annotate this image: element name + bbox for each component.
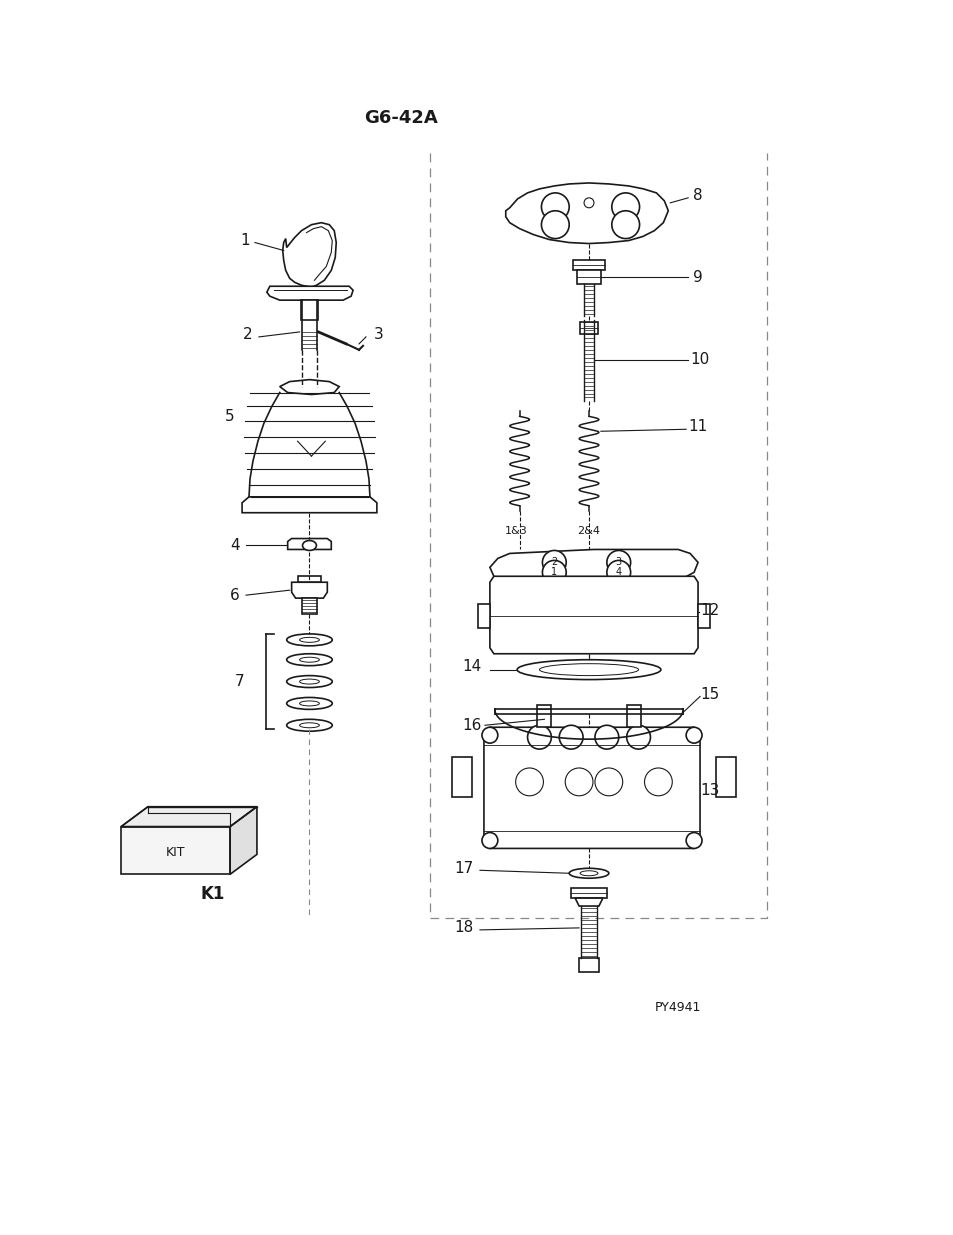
Polygon shape: [301, 598, 317, 614]
Text: K1: K1: [200, 885, 224, 903]
Polygon shape: [300, 300, 318, 320]
Ellipse shape: [517, 659, 660, 679]
Polygon shape: [537, 705, 551, 727]
Text: 2&4: 2&4: [577, 526, 599, 536]
Text: 14: 14: [462, 659, 481, 674]
Polygon shape: [490, 550, 698, 582]
Polygon shape: [121, 806, 256, 826]
Text: G6-42A: G6-42A: [363, 110, 437, 127]
Circle shape: [626, 725, 650, 750]
Circle shape: [542, 551, 566, 574]
Text: 11: 11: [688, 419, 707, 433]
Polygon shape: [477, 604, 490, 627]
Polygon shape: [626, 705, 639, 727]
Ellipse shape: [287, 634, 332, 646]
Text: 1: 1: [551, 567, 557, 577]
Ellipse shape: [569, 868, 608, 878]
Polygon shape: [288, 538, 331, 550]
Text: 17: 17: [454, 861, 474, 876]
Ellipse shape: [299, 722, 319, 727]
Polygon shape: [571, 888, 606, 898]
Circle shape: [542, 561, 566, 584]
Circle shape: [481, 832, 497, 848]
Polygon shape: [575, 898, 602, 906]
Polygon shape: [715, 757, 735, 797]
Circle shape: [481, 727, 497, 743]
Text: PY4941: PY4941: [655, 1000, 700, 1014]
Text: 7: 7: [234, 674, 244, 689]
Text: 1&3: 1&3: [505, 526, 527, 536]
Circle shape: [595, 725, 618, 750]
Circle shape: [595, 768, 622, 795]
Polygon shape: [579, 322, 598, 333]
Text: 16: 16: [462, 718, 481, 732]
Circle shape: [541, 211, 569, 238]
Circle shape: [606, 551, 630, 574]
Ellipse shape: [287, 676, 332, 688]
Polygon shape: [267, 287, 353, 300]
Text: 13: 13: [700, 783, 719, 798]
Ellipse shape: [579, 871, 598, 876]
Text: 18: 18: [454, 920, 474, 935]
Text: 9: 9: [693, 269, 702, 285]
Text: 8: 8: [693, 189, 702, 204]
Polygon shape: [578, 957, 598, 972]
Text: 2: 2: [551, 557, 557, 567]
Text: 3: 3: [374, 327, 383, 342]
Text: 1: 1: [240, 233, 250, 248]
Ellipse shape: [299, 637, 319, 642]
Circle shape: [606, 561, 630, 584]
Text: 3: 3: [615, 557, 621, 567]
Polygon shape: [698, 604, 709, 627]
Polygon shape: [452, 757, 472, 797]
Circle shape: [685, 727, 701, 743]
Text: 5: 5: [225, 409, 234, 424]
Circle shape: [516, 768, 543, 795]
Circle shape: [564, 768, 593, 795]
Polygon shape: [242, 496, 376, 513]
Text: 15: 15: [700, 687, 719, 701]
Ellipse shape: [299, 679, 319, 684]
Polygon shape: [483, 727, 700, 848]
Text: 10: 10: [690, 352, 709, 367]
Text: KIT: KIT: [166, 846, 185, 858]
Circle shape: [644, 768, 672, 795]
Text: 4: 4: [230, 538, 240, 553]
Circle shape: [527, 725, 551, 750]
Circle shape: [611, 211, 639, 238]
Circle shape: [685, 832, 701, 848]
Ellipse shape: [299, 701, 319, 706]
Circle shape: [558, 725, 582, 750]
Polygon shape: [230, 806, 256, 874]
Polygon shape: [279, 379, 339, 394]
Circle shape: [583, 198, 594, 207]
Text: 2: 2: [243, 327, 253, 342]
Ellipse shape: [287, 698, 332, 709]
Circle shape: [541, 193, 569, 221]
Ellipse shape: [538, 663, 638, 676]
Polygon shape: [577, 270, 600, 284]
Polygon shape: [505, 183, 668, 243]
Text: 4: 4: [615, 567, 621, 577]
Circle shape: [611, 193, 639, 221]
Ellipse shape: [287, 653, 332, 666]
Ellipse shape: [302, 541, 316, 551]
Polygon shape: [121, 826, 230, 874]
Polygon shape: [292, 582, 327, 598]
Text: 6: 6: [230, 588, 240, 603]
Polygon shape: [282, 222, 335, 288]
Ellipse shape: [287, 719, 332, 731]
Polygon shape: [490, 577, 698, 653]
Polygon shape: [573, 261, 604, 270]
Text: 12: 12: [700, 603, 719, 618]
Ellipse shape: [299, 657, 319, 662]
Polygon shape: [297, 577, 321, 582]
